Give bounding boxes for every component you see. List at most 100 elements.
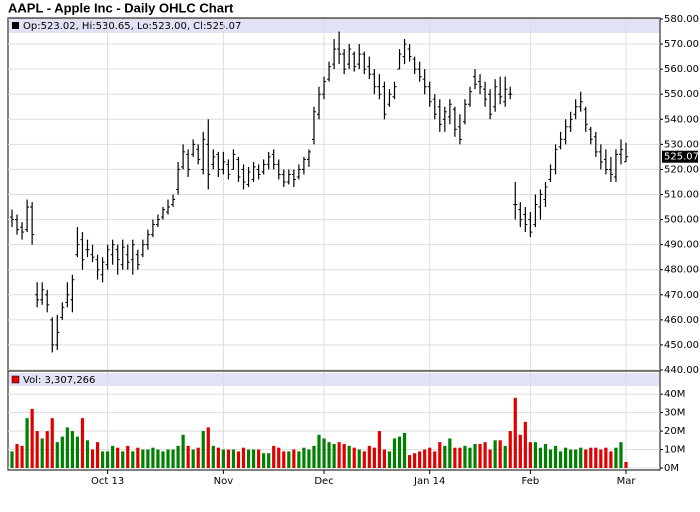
y-tick-label: 560.00 (664, 64, 699, 75)
volume-bar (317, 434, 321, 468)
y-tick-label: 10M (664, 445, 685, 456)
y-tick-label: 530.00 (664, 139, 699, 150)
volume-bar (206, 427, 210, 468)
volume-bar (392, 438, 397, 468)
volume-bar (553, 445, 558, 468)
volume-bar (579, 447, 583, 468)
price-header (9, 19, 659, 33)
volume-bar (357, 449, 361, 468)
volume-bar (423, 449, 427, 468)
volume-bar (493, 440, 497, 468)
volume-bar (186, 445, 190, 468)
volume-bar (584, 449, 588, 468)
volume-bar (267, 453, 271, 468)
volume-bar (131, 451, 135, 468)
volume-bar (413, 453, 417, 468)
volume-bar (146, 449, 150, 468)
labels: 440.00 450.00 460.00 470.00 480.00 490.00 500.… (91, 14, 699, 487)
volume-bar (558, 451, 563, 468)
volume-bar (463, 445, 467, 468)
volume-bar (372, 447, 376, 468)
volume-bar (342, 444, 346, 468)
volume-bar (468, 447, 472, 468)
volume-bar (211, 445, 215, 468)
volume-legend: Vol: 3,307,266 (23, 375, 95, 386)
volume-bar (402, 432, 407, 468)
volume-bar (111, 445, 115, 468)
volume-bar (287, 451, 291, 468)
volume-bar (297, 451, 301, 468)
legend-swatch (11, 375, 20, 384)
y-tick-label: 510.00 (664, 190, 699, 201)
volume-bar (176, 445, 180, 468)
volume-bar (543, 444, 548, 468)
volume-bar (513, 397, 517, 468)
volume-bar (312, 445, 316, 468)
volume-bar (262, 453, 266, 468)
volume-bar (106, 451, 110, 468)
volume-bar (458, 447, 462, 468)
volume-bar (65, 427, 69, 468)
volume-bar (589, 447, 593, 468)
volume-header (9, 373, 659, 386)
volume-bar (483, 442, 487, 468)
volume-bar (85, 440, 90, 468)
volume-bar (302, 447, 306, 468)
volume-bar (528, 442, 532, 468)
x-tick-label: Dec (314, 476, 333, 487)
volume-bar (448, 438, 452, 468)
y-tick-label: 500.00 (664, 215, 699, 226)
volume-bar (35, 431, 39, 468)
y-tick-label: 460.00 (664, 315, 699, 326)
volume-bar (599, 449, 603, 468)
volume-bar (257, 449, 261, 468)
volume-bar (282, 451, 286, 468)
volume-bar (508, 431, 512, 468)
volume-bar (307, 449, 311, 468)
volume-bar (473, 444, 477, 468)
legend-swatch (12, 22, 19, 29)
volume-bar (30, 408, 34, 468)
volume-bar (604, 447, 608, 468)
volume-bar (443, 445, 447, 468)
volume-bar (478, 444, 482, 468)
y-tick-label: 550.00 (664, 89, 699, 100)
y-tick-label: 470.00 (664, 290, 699, 301)
volume-bar (251, 449, 256, 468)
volume-bar (332, 444, 336, 468)
y-tick-label: 30M (664, 408, 685, 419)
x-tick-label: Jan 14 (413, 476, 445, 487)
volume-bar (352, 447, 356, 468)
volume-bar (121, 451, 125, 468)
volume-bar (75, 436, 80, 468)
volume-bar (156, 449, 160, 468)
x-tick-label: Nov (214, 476, 234, 487)
volume-bar (377, 431, 381, 468)
x-tick-label: Mar (617, 476, 637, 487)
volume-bar (166, 449, 170, 468)
x-tick-label: Oct 13 (91, 476, 124, 487)
volume-bar (322, 438, 326, 468)
volume-bar (574, 449, 578, 468)
chart-title: AAPL - Apple Inc - Daily OHLC Chart (8, 0, 234, 15)
volume-bar (226, 449, 231, 468)
volume-bar (181, 434, 185, 468)
volume-bar (418, 451, 422, 468)
volume-bar (453, 447, 457, 468)
volume-bar (60, 436, 64, 468)
y-tick-label: 520.00 (664, 164, 699, 175)
last-price-label: 525.07 (664, 152, 699, 163)
y-tick-label: 40M (664, 389, 685, 400)
price-legend: Op:523.02, Hi:530.65, Lo:523.00, Cl:525.… (23, 21, 241, 32)
volume-bar (518, 434, 522, 468)
y-tick-label: 490.00 (664, 240, 699, 251)
volume-bar (594, 447, 598, 468)
volume-bar (241, 447, 246, 468)
y-tick-label: 20M (664, 426, 685, 437)
volume-bar (231, 449, 236, 468)
volume-bar (272, 445, 276, 468)
volume-bar (347, 445, 351, 468)
volume-bar (533, 442, 538, 468)
volume-bar (236, 451, 241, 468)
y-tick-label: 450.00 (664, 340, 699, 351)
